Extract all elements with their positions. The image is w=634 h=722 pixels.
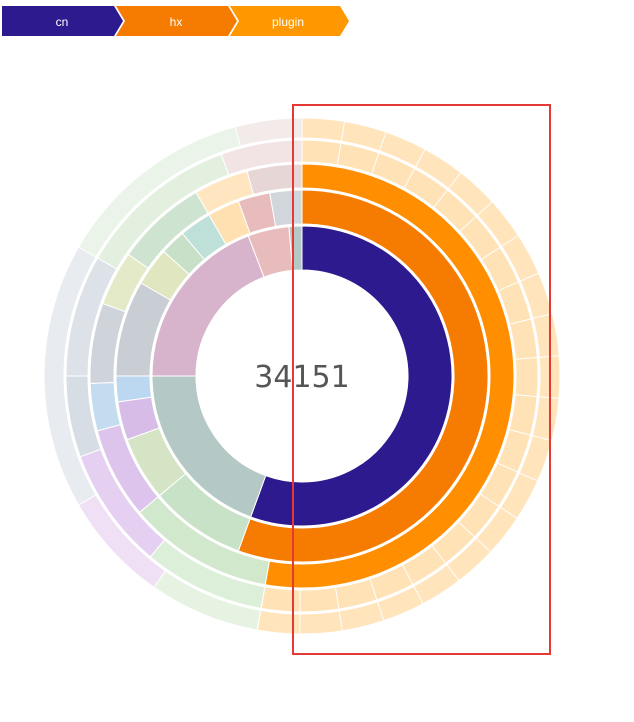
ring-4-divider <box>433 189 448 208</box>
ring-4-divider <box>336 143 342 166</box>
ring-5-divider <box>377 601 385 621</box>
ring-5-divider <box>340 121 346 142</box>
breadcrumb-label-plugin: plugin <box>272 15 304 29</box>
ring-2-segment-11[interactable] <box>269 189 303 227</box>
selection-box <box>292 104 551 655</box>
ring-5-divider <box>256 610 262 631</box>
ring-4-divider <box>431 545 447 564</box>
ring-5-divider <box>415 149 426 168</box>
ring-3-segment-3[interactable] <box>89 382 122 432</box>
ring-2-segment-0[interactable] <box>237 189 489 563</box>
ring-4-divider <box>498 281 519 292</box>
ring-5-divider <box>446 564 460 581</box>
ring-4-divider <box>515 356 538 360</box>
ring-5-divider <box>501 235 519 247</box>
total-count: 34151 <box>254 360 349 395</box>
ring-4-divider <box>334 587 340 610</box>
breadcrumb-item-plugin[interactable]: plugin <box>230 6 349 36</box>
ring-1-segment-0[interactable] <box>250 225 453 527</box>
ring-5-divider <box>475 537 492 553</box>
breadcrumb-label-cn: cn <box>56 15 69 29</box>
sunburst-rings <box>43 117 561 635</box>
ring-4-divider <box>515 394 538 398</box>
breadcrumb-item-cn[interactable]: cn <box>2 6 123 36</box>
ring-5-divider <box>413 585 424 605</box>
ring-4-divider <box>509 429 531 436</box>
ring-4-divider <box>480 493 500 507</box>
ring-4-divider <box>371 152 380 174</box>
ring-4-divider <box>459 216 477 232</box>
ring-5-divider <box>520 272 539 282</box>
ring-4-divider <box>497 462 518 473</box>
ring-5-divider <box>477 201 493 216</box>
ring-5-divider <box>379 131 387 152</box>
ring-4-divider <box>509 318 532 325</box>
ring-2-segment-4[interactable] <box>115 375 153 403</box>
ring-3-segment-8[interactable] <box>246 163 303 196</box>
breadcrumb: cn hx plugin <box>2 6 349 36</box>
ring-4-divider <box>481 247 501 260</box>
ring-5-divider <box>448 172 462 189</box>
ring-4-divider <box>402 564 414 585</box>
ring-4-divider <box>369 578 378 600</box>
ring-4-divider <box>458 521 475 538</box>
breadcrumb-item-hx[interactable]: hx <box>116 6 237 36</box>
ring-4-divider <box>403 168 416 189</box>
ring-5-divider <box>532 435 552 442</box>
ring-4-divider <box>260 586 266 609</box>
breadcrumb-label-hx: hx <box>170 15 183 29</box>
ring-5-divider <box>500 506 518 519</box>
ring-5-divider <box>338 610 343 631</box>
ring-5-divider <box>519 472 538 482</box>
